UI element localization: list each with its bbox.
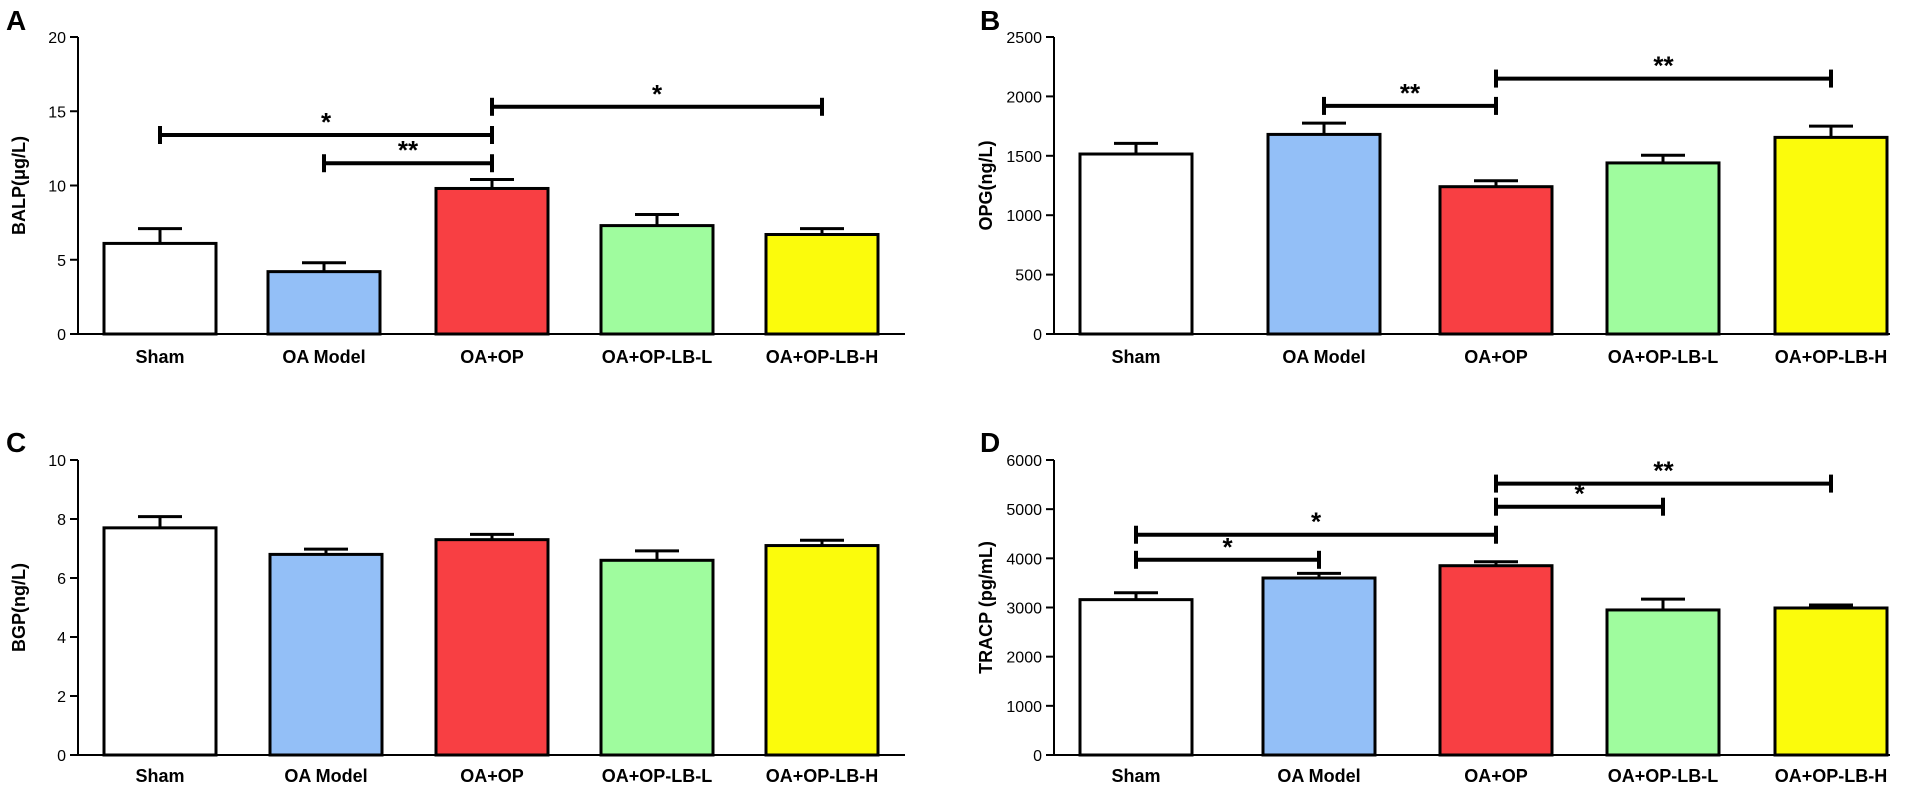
- bar-oa-model: [1261, 576, 1377, 757]
- x-tick-label: OA+OP-LB-H: [1775, 766, 1888, 786]
- significance-label: *: [1311, 507, 1322, 537]
- y-tick-label: 8: [57, 512, 66, 529]
- bar-oa-op: [1438, 564, 1554, 757]
- x-tick-label: OA Model: [284, 766, 367, 786]
- bar-oa-op-lb-l: [1605, 608, 1721, 757]
- bar-oa-op-lb-h: [1773, 606, 1889, 757]
- x-tick-label: OA+OP-LB-H: [766, 766, 879, 786]
- y-tick-label: 5: [57, 253, 66, 270]
- bar-oa-op: [1438, 185, 1554, 336]
- bar-oa-model: [268, 552, 384, 757]
- x-tick-label: Sham: [135, 347, 184, 367]
- y-tick-label: 2: [57, 689, 66, 706]
- significance-label: *: [1574, 479, 1585, 509]
- significance-label: **: [1400, 78, 1421, 108]
- x-tick-label: OA+OP: [1464, 347, 1528, 367]
- y-axis-label: BGP(ng/L): [9, 563, 29, 652]
- x-tick-label: OA+OP-LB-H: [1775, 347, 1888, 367]
- x-tick-label: OA+OP-LB-H: [766, 347, 879, 367]
- y-tick-label: 0: [1033, 327, 1042, 344]
- x-tick-label: OA Model: [1282, 347, 1365, 367]
- y-tick-label: 2500: [1006, 30, 1042, 47]
- y-tick-label: 6000: [1006, 453, 1042, 470]
- panel-label: B: [980, 5, 1000, 36]
- chart-panel-b: B OPG(ng/L) 0 500 1000 1500 2000 2500 Sham OA Mod…: [976, 5, 1890, 367]
- y-tick-label: 500: [1015, 268, 1042, 285]
- y-tick-label: 1500: [1006, 149, 1042, 166]
- y-axis-label: OPG(ng/L): [976, 141, 996, 231]
- bar-oa-op-lb-l: [1605, 161, 1721, 336]
- x-tick-label: Sham: [135, 766, 184, 786]
- chart-panel-a: A BALP(μg/L) 0 5 10 15 20 Sham OA Model OA+OP OA+O…: [6, 5, 905, 367]
- y-tick-label: 4000: [1006, 551, 1042, 568]
- x-tick-label: OA+OP: [460, 347, 524, 367]
- bar-oa-op-lb-l: [599, 558, 715, 757]
- chart-panel-d: D TRACP (pg/mL) 0 1000 2000 3000 4000 5000 6000 S…: [976, 427, 1890, 786]
- bar-oa-model: [266, 270, 382, 336]
- x-tick-label: OA Model: [1277, 766, 1360, 786]
- y-axis-label: BALP(μg/L): [9, 136, 29, 235]
- bar-sham: [102, 241, 218, 336]
- x-tick-label: OA+OP-LB-L: [1608, 766, 1719, 786]
- bar-oa-op-lb-h: [1773, 135, 1889, 336]
- y-tick-label: 5000: [1006, 502, 1042, 519]
- bar-oa-op: [434, 186, 550, 336]
- panel-label: D: [980, 427, 1000, 458]
- y-tick-label: 10: [48, 453, 66, 470]
- y-tick-label: 10: [48, 179, 66, 196]
- y-tick-label: 4: [57, 630, 66, 647]
- y-tick-label: 0: [57, 327, 66, 344]
- bar-sham: [1078, 598, 1194, 757]
- bar-oa-op: [434, 538, 550, 757]
- y-tick-label: 2000: [1006, 650, 1042, 667]
- panel-label: C: [6, 427, 26, 458]
- chart-panel-c: C BGP(ng/L) 0 2 4 6 8 10 Sham OA Model OA+OP OA+OP-…: [6, 427, 905, 786]
- significance-label: *: [1222, 532, 1233, 562]
- x-tick-label: OA Model: [282, 347, 365, 367]
- significance-label: *: [652, 79, 663, 109]
- y-tick-label: 1000: [1006, 699, 1042, 716]
- y-tick-label: 6: [57, 571, 66, 588]
- y-tick-label: 0: [1033, 748, 1042, 765]
- significance-label: **: [1653, 51, 1674, 81]
- x-tick-label: Sham: [1111, 347, 1160, 367]
- panel-label: A: [6, 5, 26, 36]
- x-tick-label: OA+OP: [1464, 766, 1528, 786]
- significance-label: **: [398, 135, 419, 165]
- y-tick-label: 3000: [1006, 601, 1042, 618]
- significance-label: *: [321, 107, 332, 137]
- y-tick-label: 0: [57, 748, 66, 765]
- bar-oa-op-lb-h: [764, 233, 880, 336]
- bar-sham: [1078, 152, 1194, 336]
- y-tick-label: 20: [48, 30, 66, 47]
- y-tick-label: 15: [48, 104, 66, 121]
- y-tick-label: 2000: [1006, 89, 1042, 106]
- x-tick-label: Sham: [1111, 766, 1160, 786]
- y-axis-label: TRACP (pg/mL): [976, 541, 996, 674]
- bar-sham: [102, 526, 218, 757]
- x-tick-label: OA+OP-LB-L: [1608, 347, 1719, 367]
- y-tick-label: 1000: [1006, 208, 1042, 225]
- x-tick-label: OA+OP: [460, 766, 524, 786]
- x-tick-label: OA+OP-LB-L: [602, 766, 713, 786]
- bar-oa-op-lb-h: [764, 544, 880, 757]
- bar-oa-op-lb-l: [599, 224, 715, 336]
- significance-label: **: [1653, 456, 1674, 486]
- x-tick-label: OA+OP-LB-L: [602, 347, 713, 367]
- bar-oa-model: [1266, 132, 1382, 336]
